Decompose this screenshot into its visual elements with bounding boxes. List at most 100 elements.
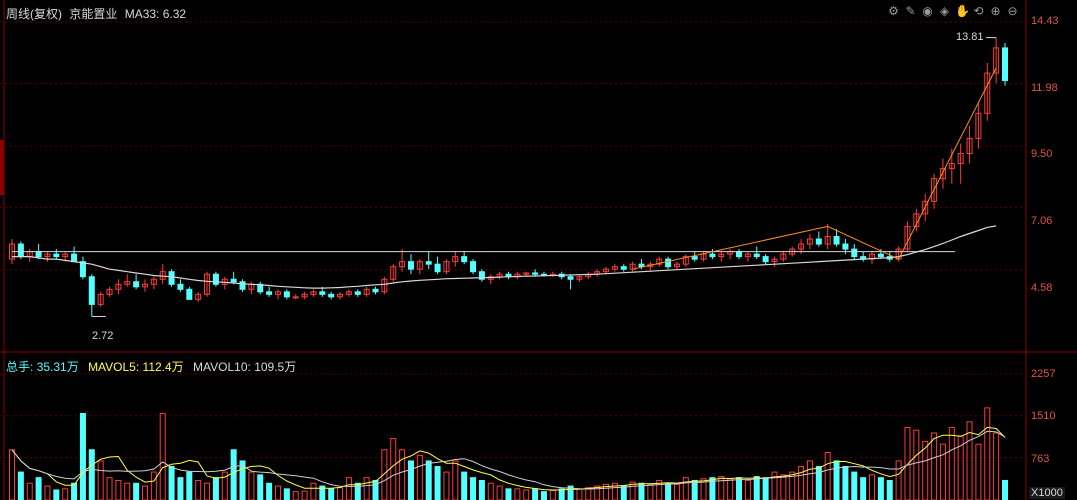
volume-bar bbox=[195, 479, 202, 500]
volume-bar bbox=[984, 407, 991, 500]
volume-bar bbox=[17, 471, 24, 500]
candle-body bbox=[656, 258, 663, 265]
candle-body bbox=[79, 261, 86, 278]
candle-body bbox=[372, 288, 379, 293]
candle-body bbox=[345, 291, 352, 295]
candle-body bbox=[461, 256, 468, 263]
volume-bar bbox=[913, 429, 920, 500]
ma33-line bbox=[12, 225, 997, 289]
volume-bar bbox=[328, 488, 335, 500]
candle-body bbox=[115, 283, 122, 290]
candle-body bbox=[381, 278, 388, 293]
candle-body bbox=[390, 266, 397, 280]
candle-body bbox=[993, 47, 1000, 74]
candle-body bbox=[443, 261, 450, 273]
candle-body bbox=[957, 153, 964, 165]
volume-bar bbox=[204, 482, 211, 500]
volume-bar bbox=[877, 477, 884, 500]
volume-bar bbox=[97, 460, 104, 500]
volume-bar bbox=[505, 488, 512, 500]
volume-bar bbox=[434, 466, 441, 500]
candle-body bbox=[212, 273, 219, 285]
volume-bar bbox=[975, 443, 982, 500]
volume-bar bbox=[381, 449, 388, 500]
restore-icon[interactable]: ⟲ bbox=[973, 4, 984, 18]
volume-bar bbox=[106, 477, 113, 500]
candle-body bbox=[532, 272, 539, 275]
candle-body bbox=[266, 291, 273, 295]
layers-icon[interactable]: ◈ bbox=[939, 4, 950, 18]
volume-bar bbox=[851, 471, 858, 500]
volume-bar bbox=[682, 477, 689, 500]
candle-body bbox=[833, 236, 840, 245]
volume-bar bbox=[9, 449, 15, 500]
price-tick-4: 7.06 bbox=[1031, 215, 1053, 227]
price-tick-3: 9.50 bbox=[1031, 148, 1053, 160]
candle-body bbox=[283, 291, 290, 298]
draw-icon[interactable]: ✎ bbox=[905, 4, 916, 18]
candle-body bbox=[567, 276, 574, 280]
candle-body bbox=[603, 268, 610, 273]
volume-bar bbox=[416, 454, 423, 500]
candle-body bbox=[984, 72, 991, 114]
candle-body bbox=[425, 261, 432, 265]
volume-bar bbox=[461, 471, 468, 500]
candle-body bbox=[975, 112, 982, 139]
settings-icon[interactable]: ⚙ bbox=[888, 4, 899, 18]
volume-bar bbox=[585, 487, 592, 500]
volume-bar bbox=[594, 485, 601, 500]
volume-bar bbox=[26, 482, 33, 500]
ma-label: MA33: bbox=[124, 7, 160, 21]
low-annotation: 2.72 bbox=[92, 330, 114, 342]
period-label[interactable]: 周线(复权) bbox=[6, 7, 62, 21]
volume-bar bbox=[948, 426, 955, 500]
candle-body bbox=[399, 261, 406, 268]
hand-icon[interactable]: ✋ bbox=[955, 4, 970, 18]
volume-bar bbox=[753, 476, 760, 500]
total-volume-label: 总手: bbox=[6, 360, 34, 374]
volume-tick-3: 763 bbox=[1031, 453, 1050, 465]
price-tick-1: 14.43 bbox=[1031, 15, 1059, 27]
volume-bar bbox=[133, 482, 140, 500]
volume-bar bbox=[771, 471, 778, 500]
volume-bar bbox=[789, 471, 796, 500]
candle-body bbox=[736, 251, 743, 258]
stock-name: 京能置业 bbox=[69, 7, 118, 21]
candle-body bbox=[966, 137, 973, 155]
volume-bar bbox=[141, 485, 148, 500]
candle-body bbox=[97, 293, 104, 305]
candle-body bbox=[798, 243, 805, 250]
candle-body bbox=[274, 291, 281, 295]
volume-bar bbox=[860, 477, 867, 500]
candle-body bbox=[354, 291, 361, 295]
eye-icon[interactable]: ◉ bbox=[922, 4, 933, 18]
volume-bar bbox=[115, 479, 122, 500]
candle-body bbox=[337, 293, 344, 298]
volume-bar bbox=[514, 488, 521, 500]
mavol5-label: MAVOL5: bbox=[88, 360, 140, 374]
candle-body bbox=[328, 293, 335, 298]
mavol10-label: MAVOL10: bbox=[193, 360, 251, 374]
volume-bar bbox=[266, 482, 273, 500]
volume-bar bbox=[354, 482, 361, 500]
candle-body bbox=[673, 263, 680, 268]
volume-bar bbox=[567, 485, 574, 500]
candle-body bbox=[1002, 47, 1008, 82]
candle-body bbox=[576, 276, 583, 280]
trend-line bbox=[632, 67, 997, 270]
add-icon[interactable]: ⊕ bbox=[990, 4, 1001, 18]
volume-bar bbox=[292, 491, 299, 500]
volume-bar bbox=[620, 485, 627, 500]
volume-bar bbox=[869, 474, 876, 500]
volume-unit: X1000 bbox=[1029, 487, 1065, 499]
price-tick-2: 11.98 bbox=[1031, 82, 1058, 94]
remove-icon[interactable]: ⊖ bbox=[1007, 4, 1018, 18]
candle-body bbox=[682, 256, 689, 265]
volume-bar bbox=[186, 471, 193, 500]
volume-bar bbox=[44, 485, 51, 500]
volume-tick-2: 1510 bbox=[1031, 410, 1056, 422]
volume-bar bbox=[124, 482, 131, 500]
candle-body bbox=[17, 243, 24, 258]
candle-body bbox=[922, 200, 929, 215]
